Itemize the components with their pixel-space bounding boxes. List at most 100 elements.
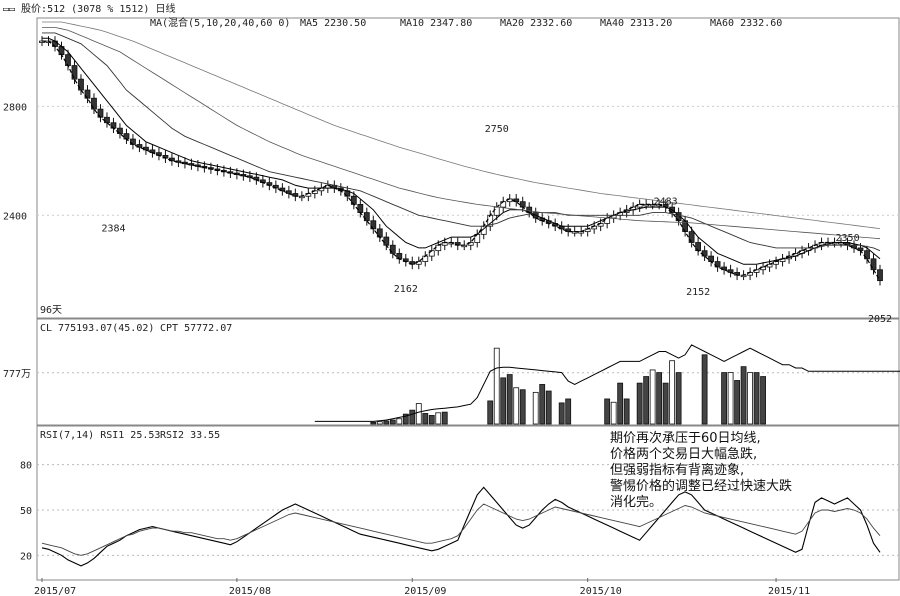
candle-body [493, 206, 500, 216]
ma60-legend: MA60 2332.60 [710, 18, 782, 29]
price-tick-label: 2800 [3, 102, 27, 113]
rsi-layer [37, 464, 899, 567]
ma60-line [42, 21, 881, 229]
volume-bar [747, 372, 753, 425]
candle-body [643, 203, 650, 207]
rsi-tick-label: 20 [20, 551, 32, 562]
price-callout-label: 2152 [686, 287, 710, 298]
candle-body [864, 250, 870, 260]
ma5-legend: MA5 2230.50 [300, 18, 366, 29]
unit-label: 96天 [40, 305, 62, 316]
annotation-text: 期价再次承压于60日均线, 价格两个交易日大幅急跌, 但强弱指标有背离迹象, 警… [610, 430, 792, 510]
candle-body [84, 89, 91, 99]
volume-bar [493, 347, 500, 425]
candle-body [688, 231, 695, 243]
ma10-legend: MA10 2347.80 [400, 18, 472, 29]
volume-bar [513, 387, 520, 425]
price-callout-label: 2350 [836, 233, 860, 244]
volume-bar [506, 374, 513, 425]
x-tick-label: 2015/08 [229, 586, 271, 596]
axis-layer: 2400 2800 777万 20 50 80 2015/07 2015/08 2015/09 2… [3, 102, 810, 596]
candle-body [870, 258, 877, 271]
price-layer: 2384 2162 2750 2483 2152 2350 2052 [37, 21, 899, 325]
volume-bar [649, 369, 656, 425]
rsi-name-label: RSI(7,14) RSI1 25.53 [40, 430, 160, 441]
volume-bar [565, 398, 572, 425]
volume-panel-frame [36, 318, 900, 426]
volume-bar [383, 420, 390, 425]
volume-bar [402, 413, 409, 425]
rsi-tick-label: 50 [20, 506, 32, 517]
candle-body [71, 65, 78, 80]
ma-legend: MA(混合(5,10,20,40,60 0) MA5 2230.50 MA10 … [150, 16, 782, 29]
annotation-line-2: 价格两个交易日大幅急跌, [610, 446, 757, 462]
header-symbol: ▭▭ 股价:512 (3078 % 1512) 日线 [3, 2, 175, 15]
ma40-line [42, 26, 881, 240]
candle-body [357, 203, 364, 213]
annotation-line-4: 警惕价格的调整已经过快速大跌 [610, 478, 792, 494]
volume-bar [487, 400, 494, 425]
annotation-line-5: 消化完。 [610, 495, 662, 510]
volume-bar [558, 402, 565, 425]
volume-bar [389, 419, 396, 425]
ma-legend-label: MA(混合(5,10,20,40,60 0) [150, 16, 290, 29]
volume-bar [415, 403, 422, 425]
volume-bar [669, 360, 676, 425]
volume-bar [396, 418, 403, 425]
candle-body [727, 269, 734, 273]
ma10-line [42, 37, 881, 265]
candle-body [363, 212, 370, 222]
volume-bar [610, 401, 617, 425]
candle-body [519, 201, 526, 208]
volume-bar [409, 409, 416, 425]
volume-bar [376, 421, 383, 425]
volume-bar [435, 412, 442, 425]
volume-bar [662, 382, 669, 425]
ma5-line [42, 40, 881, 281]
volume-bar [623, 398, 630, 425]
price-callout-label: 2483 [654, 197, 678, 208]
volume-bar [545, 390, 552, 425]
candle-body [708, 255, 715, 262]
price-panel-frame [36, 17, 900, 319]
volume-bar [500, 377, 507, 425]
volume-bar [727, 372, 734, 425]
volume-bar [532, 391, 539, 425]
volume-bar [721, 372, 727, 425]
volume-average-line [314, 344, 900, 422]
candle-body [123, 133, 130, 140]
annotation-line-3: 但强弱指标有背离迹象, [610, 462, 744, 478]
ma20-legend: MA20 2332.60 [500, 18, 572, 29]
candle-body [422, 255, 429, 262]
x-tick-label: 2015/10 [580, 586, 622, 596]
rsi1-line [41, 486, 881, 567]
volume-bar [617, 382, 624, 425]
rsi-tick-label: 80 [20, 461, 32, 472]
ma20-line [42, 32, 881, 252]
candle-body [877, 269, 883, 282]
rsi2-line [41, 503, 881, 556]
candle-body [65, 54, 71, 66]
volume-cl-label: CL 775193.07(45.02) [40, 323, 154, 334]
candle-body [383, 236, 390, 246]
volume-cpt-label: CPT 57772.07 [160, 323, 232, 334]
volume-bar [760, 376, 766, 425]
price-callout-label: 2162 [394, 284, 418, 295]
candle-body [389, 244, 396, 254]
price-callout-label: 2384 [101, 224, 125, 235]
volume-bar [370, 421, 377, 425]
ma40-legend: MA40 2313.20 [600, 18, 672, 29]
rsi2-label: RSI2 33.55 [160, 430, 220, 441]
volume-bar [519, 389, 526, 425]
volume-bar [753, 372, 760, 425]
candle-body [91, 97, 97, 110]
price-callout-label: 2750 [485, 124, 509, 135]
volume-bar [539, 384, 546, 425]
candle-body [78, 78, 84, 91]
x-tick-label: 2015/11 [768, 586, 810, 596]
volume-bar [656, 372, 663, 425]
volume-layer [37, 344, 900, 425]
volume-bar [740, 366, 747, 425]
